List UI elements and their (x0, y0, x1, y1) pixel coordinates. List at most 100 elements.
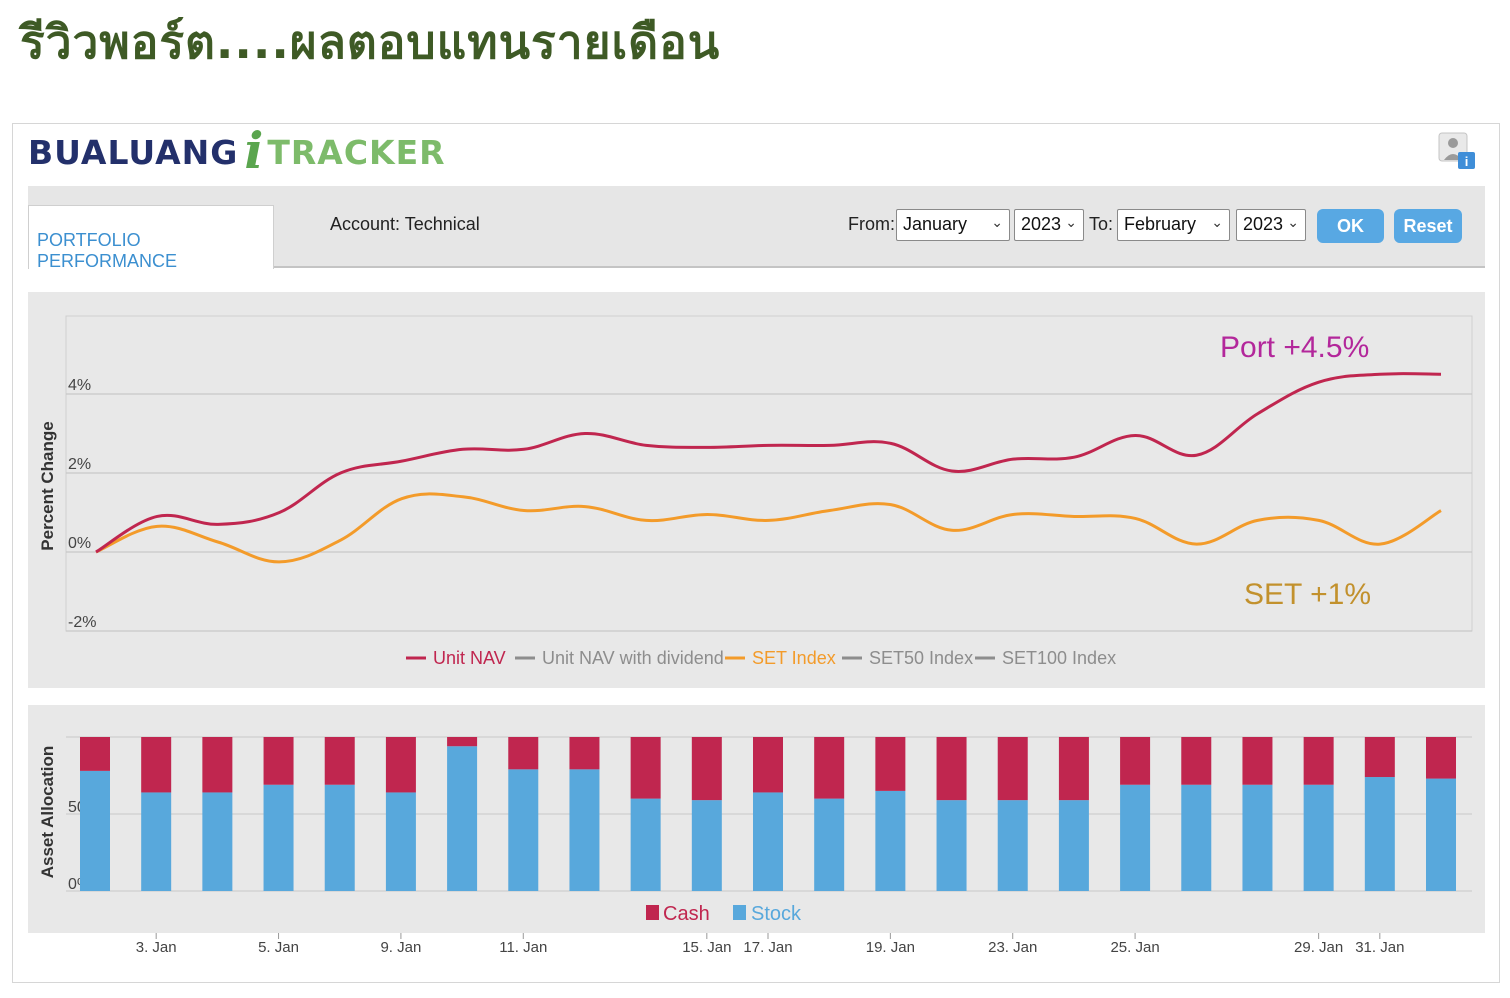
alloc-y-axis-label: Asset Allocation (38, 746, 57, 879)
user-info-icon[interactable]: i (1436, 130, 1478, 172)
to-label: To: (1089, 214, 1114, 234)
x-axis-panel (28, 933, 1485, 965)
chevron-down-icon: ⌄ (1211, 214, 1223, 230)
bar-cash (936, 737, 967, 801)
bar-stock (569, 769, 600, 891)
bar-cash (1303, 737, 1334, 785)
bar-stock (630, 798, 661, 891)
chevron-down-icon: ⌄ (991, 214, 1003, 230)
bar-stock (814, 798, 845, 891)
x-tick-label: 17. Jan (743, 939, 792, 956)
bar-cash (997, 737, 1028, 801)
bar-cash (202, 737, 233, 793)
legend-label-stock: Stock (751, 903, 802, 925)
bar-cash (630, 737, 661, 799)
bar-cash (875, 737, 906, 791)
logo-text-i: i (244, 120, 264, 180)
line-y-axis-label: Percent Change (38, 421, 57, 550)
x-tick-label: 31. Jan (1355, 939, 1404, 956)
bar-cash (1120, 737, 1151, 785)
from-year-select[interactable]: 2023 ⌄ (1014, 209, 1084, 241)
annotation-port: Port +4.5% (1220, 331, 1369, 364)
bar-stock (1303, 784, 1334, 891)
reset-button[interactable]: Reset (1394, 209, 1462, 243)
bar-cash (385, 737, 416, 793)
bar-stock (1242, 784, 1273, 891)
bar-cash (508, 737, 539, 770)
legend-label: SET Index (752, 648, 836, 668)
legend-label-cash: Cash (663, 903, 710, 925)
x-tick-label: 5. Jan (258, 939, 299, 956)
bar-stock (141, 792, 172, 891)
x-tick-label: 29. Jan (1294, 939, 1343, 956)
annotation-set: SET +1% (1244, 578, 1371, 611)
chevron-down-icon: ⌄ (1287, 214, 1299, 230)
bar-cash (141, 737, 172, 793)
page-title: รีวิวพอร์ต....ผลตอบแทนรายเดือน (20, 15, 721, 69)
series-line-set-index (95, 492, 1442, 564)
tab-portfolio-performance[interactable]: PORTFOLIO PERFORMANCE (28, 205, 274, 271)
legend-label: Unit NAV with dividend (542, 648, 724, 668)
bar-stock (753, 792, 783, 891)
x-tick-label: 23. Jan (988, 939, 1037, 956)
legend-label: Unit NAV (433, 648, 506, 668)
bar-stock (997, 800, 1028, 891)
bar-stock (447, 746, 478, 891)
bar-stock (385, 792, 416, 891)
logo-text-tracker: TRACKER (267, 132, 446, 172)
from-month-select[interactable]: January ⌄ (896, 209, 1010, 241)
from-month-value: January (903, 214, 968, 234)
bar-stock (1181, 784, 1212, 891)
x-tick-label: 15. Jan (682, 939, 731, 956)
bar-stock (80, 770, 110, 891)
from-label: From: (848, 214, 895, 234)
bar-stock (1364, 777, 1395, 891)
account-label: Account: Technical (330, 214, 480, 234)
chevron-down-icon: ⌄ (1065, 214, 1077, 230)
line-y-tick-label: -2% (68, 614, 96, 631)
bar-cash (1426, 737, 1456, 779)
bar-cash (1058, 737, 1089, 801)
bar-stock (875, 790, 906, 891)
bar-cash (324, 737, 355, 785)
bualuang-itracker-logo: BUALUANG i TRACKER (28, 120, 446, 182)
x-tick-label: 11. Jan (499, 939, 547, 956)
x-tick-label: 3. Jan (136, 939, 177, 956)
bar-stock (1058, 800, 1089, 891)
legend-label: SET100 Index (1002, 648, 1116, 668)
legend-label: SET50 Index (869, 648, 973, 668)
bar-cash (80, 737, 110, 771)
legend-marker-cash (646, 905, 659, 920)
bar-cash (1242, 737, 1273, 785)
bar-cash (1364, 737, 1395, 778)
to-year-select[interactable]: 2023 ⌄ (1236, 209, 1306, 241)
bar-cash (753, 737, 783, 793)
to-month-select[interactable]: February ⌄ (1117, 209, 1230, 241)
series-line-unit-nav (95, 372, 1442, 554)
bar-cash (447, 737, 478, 747)
ok-button[interactable]: OK (1317, 209, 1384, 243)
x-tick-label: 25. Jan (1110, 939, 1159, 956)
line-y-tick-label: 4% (68, 377, 91, 394)
legend-marker-stock (733, 905, 746, 920)
bar-stock (1426, 778, 1456, 891)
bar-cash (569, 737, 600, 770)
bar-stock (508, 769, 539, 891)
bar-stock (202, 792, 233, 891)
bar-stock (1120, 784, 1151, 891)
bar-cash (814, 737, 845, 799)
x-tick-label: 19. Jan (866, 939, 915, 956)
line-y-tick-label: 2% (68, 456, 91, 473)
to-year-value: 2023 (1243, 214, 1284, 234)
from-year-value: 2023 (1021, 214, 1062, 234)
x-tick-label: 9. Jan (380, 939, 421, 956)
bar-stock (324, 784, 355, 891)
logo-text-bualuang: BUALUANG (28, 132, 239, 172)
bar-cash (1181, 737, 1212, 785)
bar-stock (936, 800, 967, 891)
to-month-value: February (1124, 214, 1197, 234)
svg-text:i: i (1465, 154, 1469, 169)
bar-stock (263, 784, 294, 891)
bar-stock (691, 800, 722, 891)
